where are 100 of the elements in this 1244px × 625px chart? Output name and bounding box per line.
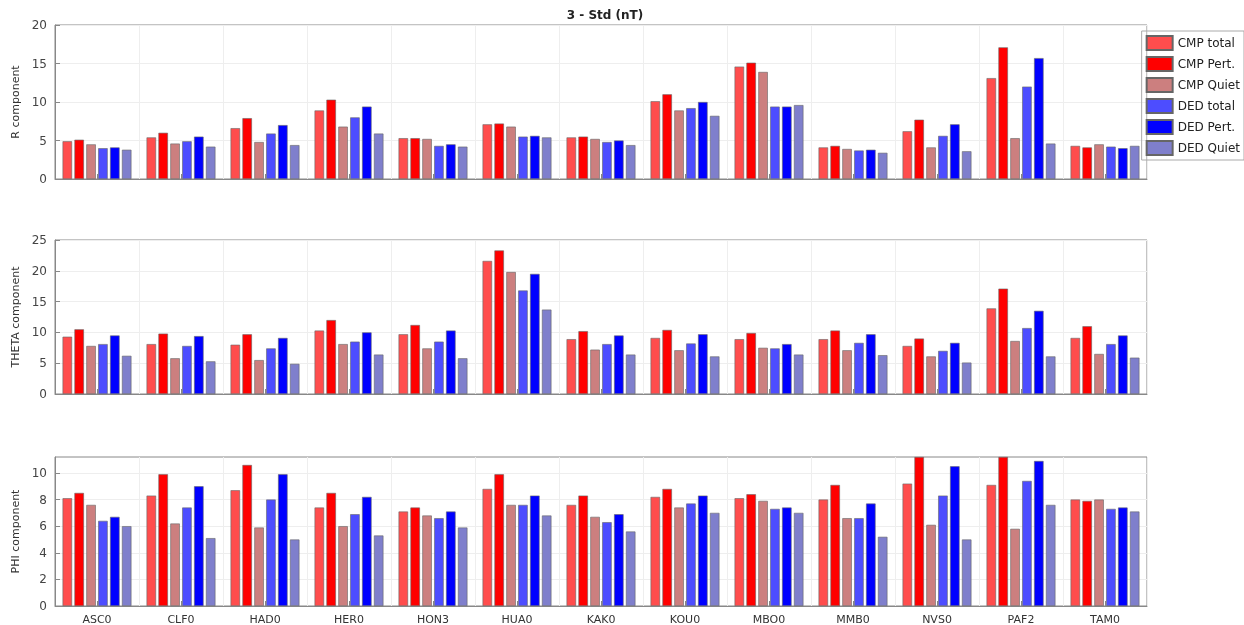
bar	[926, 524, 936, 606]
bar	[818, 499, 829, 606]
bar	[590, 349, 600, 394]
bar	[158, 333, 168, 394]
bar	[662, 329, 672, 394]
bar	[950, 342, 960, 394]
bar	[314, 507, 325, 606]
bar	[746, 333, 756, 394]
bar	[146, 344, 157, 394]
bar	[698, 102, 708, 179]
bar	[146, 495, 157, 606]
bar	[793, 512, 804, 606]
bar	[926, 147, 936, 179]
bar	[1106, 344, 1116, 394]
bar	[734, 339, 745, 394]
bar	[1106, 146, 1116, 179]
bar	[830, 145, 840, 179]
x-tick-label: HAD0	[249, 613, 281, 625]
y-tick-label: 0	[39, 172, 47, 186]
bar	[121, 355, 132, 394]
bar	[541, 137, 552, 179]
bar	[182, 141, 192, 179]
bar	[482, 124, 493, 179]
bar	[266, 133, 276, 179]
bar	[950, 466, 960, 606]
bar	[482, 260, 493, 394]
bar	[830, 484, 840, 606]
bar	[110, 335, 120, 394]
y-axis-title: PHI component	[8, 488, 22, 574]
bar	[121, 149, 132, 179]
bar	[566, 504, 577, 606]
bar	[205, 361, 216, 394]
bar	[494, 474, 504, 606]
x-tick-label: CLF0	[167, 613, 195, 625]
bar	[266, 499, 276, 606]
x-tick-label: TAM0	[1089, 613, 1120, 625]
bar	[914, 457, 924, 606]
bar	[434, 518, 444, 606]
y-tick-label: 10	[31, 95, 47, 109]
bar	[614, 140, 624, 179]
bar	[650, 496, 661, 606]
bar	[877, 355, 888, 394]
bar	[854, 150, 864, 179]
bar	[614, 514, 624, 606]
bar	[314, 110, 325, 179]
bar	[530, 495, 540, 606]
bar	[902, 345, 913, 394]
bar	[625, 531, 636, 606]
bar	[758, 347, 768, 394]
bar	[230, 128, 241, 179]
bar	[1010, 528, 1020, 606]
bar	[110, 516, 120, 606]
bar	[398, 511, 409, 606]
bar	[62, 336, 73, 394]
bar	[650, 337, 661, 394]
bar	[1129, 511, 1140, 606]
bar	[818, 339, 829, 394]
bar	[674, 110, 684, 179]
y-tick-label: 20	[31, 263, 47, 278]
bar	[530, 273, 540, 394]
bar	[314, 330, 325, 394]
bar	[338, 344, 348, 394]
bar	[434, 341, 444, 394]
bar	[842, 350, 852, 394]
bar	[362, 496, 372, 606]
bar	[457, 358, 468, 394]
bar	[494, 250, 504, 394]
bar	[662, 488, 672, 606]
y-tick-label: 15	[31, 56, 47, 71]
y-tick-label: 5	[39, 356, 47, 371]
bar	[146, 137, 157, 179]
bar	[793, 105, 804, 179]
bar	[842, 148, 852, 179]
bar	[746, 494, 756, 606]
bar	[98, 148, 108, 179]
bar	[518, 290, 528, 394]
bar	[1094, 144, 1104, 179]
bar	[350, 117, 360, 179]
bar	[614, 335, 624, 394]
bar	[709, 115, 720, 179]
bar	[1118, 335, 1128, 394]
bar	[74, 492, 84, 606]
bar	[1118, 148, 1128, 179]
bar	[373, 133, 384, 179]
bar	[998, 47, 1008, 179]
bar	[373, 354, 384, 394]
y-tick-label: 0	[39, 387, 47, 401]
bar	[1094, 353, 1104, 394]
bar	[86, 345, 96, 394]
bar	[854, 518, 864, 606]
bar	[350, 341, 360, 394]
bar	[961, 151, 972, 179]
bar	[866, 503, 876, 606]
bar	[877, 536, 888, 606]
bar	[602, 344, 612, 394]
bar	[446, 511, 456, 606]
x-tick-label: PAF2	[1007, 613, 1035, 625]
bar	[926, 356, 936, 394]
bar	[1045, 504, 1056, 606]
bar	[842, 518, 852, 606]
